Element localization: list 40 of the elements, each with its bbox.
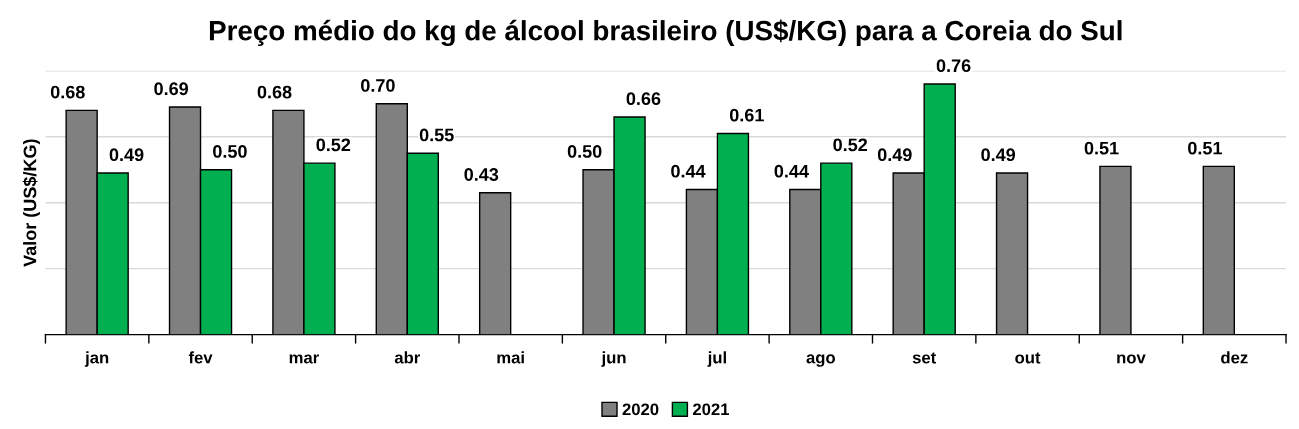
bar	[995, 172, 1029, 335]
x-tick-label: nov	[1117, 354, 1146, 364]
bar	[1202, 165, 1236, 335]
data-label: 0.44	[774, 164, 809, 178]
x-tick-label: set	[912, 352, 937, 364]
data-label: 0.51	[1188, 141, 1222, 155]
x-tick-label: mai	[497, 351, 524, 364]
data-label: 0.68	[50, 85, 85, 99]
data-label: 0.70	[361, 79, 395, 92]
x-tick-label: out	[1015, 352, 1041, 364]
data-label: 0.49	[877, 148, 912, 162]
bar	[478, 192, 512, 335]
data-label: 0.68	[257, 85, 292, 99]
x-tick-label: jun	[601, 351, 626, 367]
x-tick-label: jan	[84, 351, 109, 367]
data-label: 0.52	[316, 138, 351, 152]
x-tick-label: abr	[394, 351, 421, 364]
legend-label: 2020	[622, 403, 659, 416]
x-tick-label: dez	[1221, 351, 1248, 364]
data-label: 0.76	[936, 59, 971, 73]
data-label: 0.69	[154, 82, 189, 96]
y-axis-title: Valor (US$/KG)	[22, 139, 40, 267]
data-label: 0.66	[626, 92, 661, 106]
data-label: 0.55	[419, 128, 454, 142]
legend-label: 2021	[692, 403, 730, 416]
x-tick-label: mar	[289, 354, 319, 364]
x-tick-label: ago	[806, 354, 835, 367]
data-label: 0.49	[981, 148, 1016, 162]
x-tick-label: jul	[707, 351, 726, 367]
data-label: 0.43	[464, 168, 499, 181]
data-label: 0.61	[729, 108, 764, 122]
data-label: 0.49	[109, 148, 144, 162]
chart-title: Preço médio do kg de álcool brasileiro (US$/KG) para a Coreia do Sul	[209, 19, 1122, 47]
data-label: 0.52	[833, 138, 868, 152]
data-label: 0.50	[567, 145, 602, 158]
data-label: 0.44	[671, 164, 706, 178]
bar	[1099, 165, 1132, 335]
data-label: 0.51	[1084, 141, 1119, 155]
x-tick-label: fev	[188, 351, 213, 364]
data-label: 0.50	[213, 145, 247, 158]
